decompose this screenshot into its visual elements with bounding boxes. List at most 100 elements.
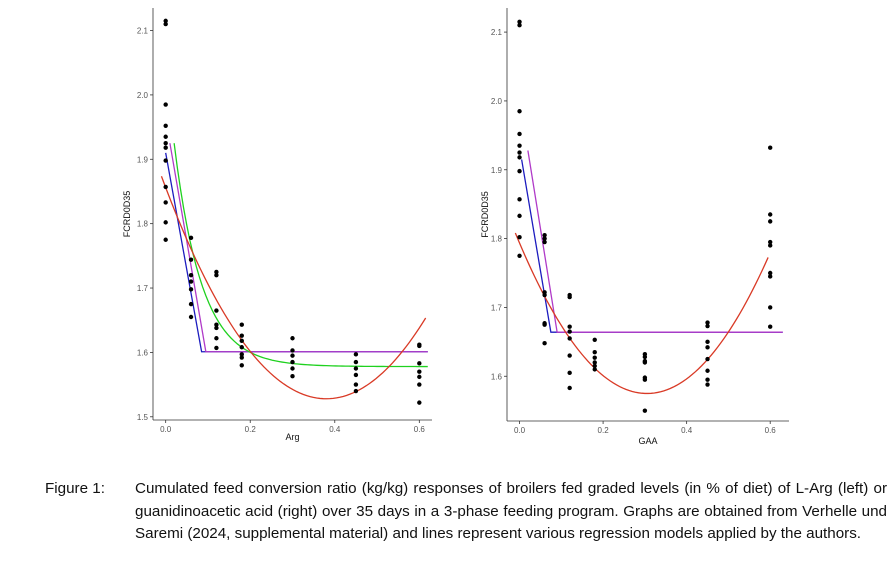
gaa-data-point xyxy=(542,232,547,238)
arg-data-point xyxy=(188,257,194,262)
arg-data-point xyxy=(188,279,194,284)
gaa-data-point xyxy=(567,294,572,300)
gaa-y-tick-label: 1.9 xyxy=(491,166,503,175)
gaa-data-point xyxy=(567,329,572,334)
gaa-regression-line-broken-line xyxy=(527,150,783,333)
arg-data-point xyxy=(188,301,194,307)
arg-data-point xyxy=(353,366,359,371)
gaa-data-point xyxy=(705,339,710,345)
gaa-data-point xyxy=(592,363,597,369)
arg-data-point xyxy=(417,369,422,374)
gaa-data-point xyxy=(705,377,710,382)
gaa-data-point xyxy=(705,323,710,329)
gaa-data-point xyxy=(592,337,597,342)
caption-label: Figure 1: xyxy=(45,480,105,497)
gaa-data-point xyxy=(768,219,773,224)
arg-data-point xyxy=(188,287,194,292)
arg-data-point xyxy=(290,359,295,365)
arg-x-tick-label: 0.6 xyxy=(414,425,426,434)
gaa-data-point xyxy=(768,243,773,248)
gaa-x-tick-label: 0.6 xyxy=(765,426,777,435)
gaa-data-point xyxy=(592,367,597,372)
arg-data-point xyxy=(163,123,168,129)
gaa-data-point xyxy=(517,23,522,28)
gaa-data-point xyxy=(567,385,572,391)
arg-data-point xyxy=(239,322,244,327)
gaa-data-point xyxy=(768,305,773,310)
arg-data-point xyxy=(290,366,295,371)
arg-data-point xyxy=(188,272,194,278)
gaa-data-point xyxy=(705,320,710,325)
gaa-x-tick-label: 0.2 xyxy=(598,426,610,435)
gaa-y-tick-label: 1.7 xyxy=(491,303,503,312)
arg-data-point xyxy=(353,382,359,387)
gaa-data-point xyxy=(592,355,597,360)
arg-data-point xyxy=(163,158,168,163)
gaa-data-point xyxy=(517,235,522,240)
arg-data-point xyxy=(417,382,422,387)
gaa-data-point xyxy=(517,109,522,114)
arg-y-tick-label: 1.8 xyxy=(137,220,149,229)
arg-data-point xyxy=(163,237,168,242)
arg-y-axis-title: FCRD0D35 xyxy=(122,191,132,238)
gaa-data-point xyxy=(705,356,710,362)
gaa-data-point xyxy=(768,274,773,279)
arg-data-point xyxy=(214,322,219,327)
gaa-y-tick-label: 2.0 xyxy=(491,97,503,106)
arg-data-point xyxy=(290,348,295,353)
arg-regression-line-broken-line xyxy=(169,143,428,353)
arg-x-tick-label: 0.0 xyxy=(160,425,172,434)
arg-data-point xyxy=(239,363,244,368)
arg-regression-line-broken-line xyxy=(165,152,428,353)
gaa-data-point xyxy=(542,239,547,245)
arg-data-point xyxy=(417,361,422,366)
gaa-data-point xyxy=(567,370,572,376)
gaa-y-tick-label: 1.8 xyxy=(491,235,503,244)
arg-x-axis-title: Arg xyxy=(285,432,299,442)
gaa-data-point xyxy=(768,324,773,329)
gaa-data-point xyxy=(705,382,710,387)
arg-data-point xyxy=(214,345,219,351)
gaa-data-point xyxy=(768,212,773,217)
arg-data-point xyxy=(353,372,359,378)
figure-charts: 1.5 1.6 1.7 1.8 1.9 2.0 2.1 0.0 0.2 0.4 0.6 Arg FCRD… xyxy=(122,8,789,446)
gaa-data-point xyxy=(542,322,547,327)
arg-data-point xyxy=(163,102,168,107)
arg-data-point xyxy=(239,333,244,338)
arg-regression-line-quadratic xyxy=(160,176,427,400)
gaa-data-point xyxy=(705,368,710,373)
gaa-data-point xyxy=(705,345,710,350)
gaa-data-point xyxy=(517,143,522,148)
arg-data-point xyxy=(353,359,359,365)
gaa-chart: 1.6 1.7 1.8 1.9 2.0 2.1 0.0 0.2 0.4 0.6 GAA FCRD0D3… xyxy=(480,8,789,446)
arg-y-tick-label: 2.0 xyxy=(137,91,149,100)
gaa-data-point xyxy=(642,377,648,382)
gaa-data-point xyxy=(592,349,597,355)
arg-data-point xyxy=(188,235,194,241)
gaa-data-point xyxy=(642,360,648,365)
arg-data-point xyxy=(163,220,168,225)
gaa-data-point xyxy=(542,292,547,298)
arg-data-point xyxy=(290,374,295,379)
arg-data-point xyxy=(214,308,219,313)
arg-data-point xyxy=(214,325,219,331)
arg-y-tick-label: 1.6 xyxy=(137,348,149,357)
gaa-data-point xyxy=(517,150,522,155)
gaa-y-tick-label: 1.6 xyxy=(491,372,503,381)
arg-data-point xyxy=(353,352,359,357)
gaa-data-point xyxy=(642,354,648,360)
arg-data-point xyxy=(239,338,244,344)
gaa-data-point xyxy=(517,168,522,174)
gaa-data-point xyxy=(768,145,773,150)
arg-data-point xyxy=(290,336,295,341)
gaa-data-point xyxy=(542,236,547,241)
arg-data-point xyxy=(239,355,244,360)
arg-data-point xyxy=(163,145,168,150)
arg-data-point xyxy=(163,134,168,139)
gaa-data-point xyxy=(517,131,522,137)
gaa-data-point xyxy=(517,19,522,24)
arg-data-point xyxy=(353,388,359,394)
gaa-data-point xyxy=(517,213,522,219)
arg-regression-line-exponential xyxy=(173,143,428,368)
gaa-data-point xyxy=(517,197,522,202)
